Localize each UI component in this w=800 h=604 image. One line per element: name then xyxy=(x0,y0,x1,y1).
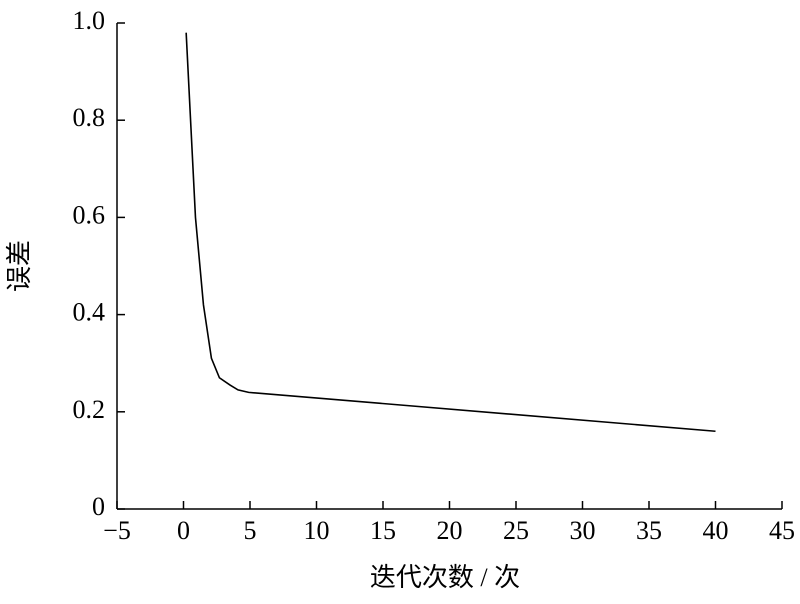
y-tick-label: 0.4 xyxy=(73,298,106,327)
x-tick-label: 0 xyxy=(177,516,190,545)
y-tick-label: 1.0 xyxy=(73,6,106,35)
x-tick-label: 10 xyxy=(304,516,330,545)
x-axis-label: 迭代次数 / 次 xyxy=(370,563,520,592)
data-line xyxy=(185,32,716,433)
x-tick-label: −5 xyxy=(103,516,131,545)
x-tick-label: 15 xyxy=(370,516,396,545)
x-tick-label: 25 xyxy=(503,516,529,545)
x-tick-label: 40 xyxy=(703,516,729,545)
y-tick-label: 0.2 xyxy=(73,395,106,424)
x-tick-label: 35 xyxy=(636,516,662,545)
y-tick-label: 0 xyxy=(92,492,105,521)
x-tick-label: 45 xyxy=(769,516,795,545)
y-tick-label: 0.6 xyxy=(73,200,106,229)
x-tick-label: 30 xyxy=(570,516,596,545)
x-tick-label: 20 xyxy=(437,516,463,545)
x-tick-label: 5 xyxy=(244,516,257,545)
y-tick-label: 0.8 xyxy=(73,103,106,132)
y-axis-label: 误差 xyxy=(5,240,34,292)
